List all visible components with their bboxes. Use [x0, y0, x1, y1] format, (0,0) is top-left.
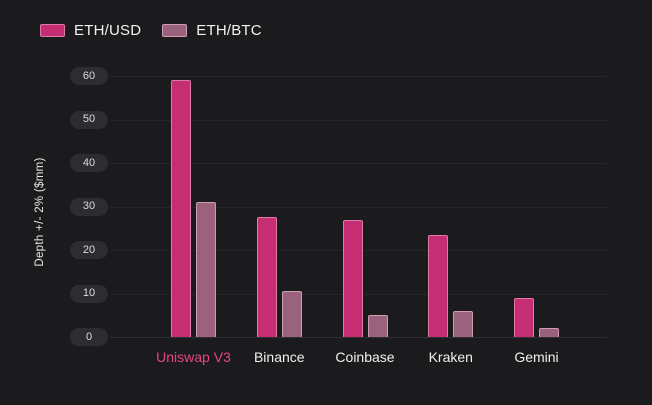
gridline-y-50	[110, 119, 607, 121]
x-axis-label-uniswap-v3: Uniswap V3	[156, 349, 231, 365]
x-axis-label-coinbase: Coinbase	[335, 349, 395, 365]
legend-item-eth-btc: ETH/BTC	[162, 22, 262, 39]
x-axis-label-kraken: Kraken	[428, 349, 473, 365]
bar-eth-btc-uniswap-v3	[196, 202, 216, 337]
bar-eth-btc-coinbase	[367, 315, 388, 337]
legend-label-eth-usd: ETH/USD	[74, 22, 142, 39]
y-tick-label-50: 50	[70, 110, 108, 129]
gridline-y-60	[110, 76, 607, 77]
x-axis-label-binance: Binance	[253, 349, 305, 365]
eth-btc-swatch-icon	[162, 24, 188, 37]
bar-eth-btc-kraken	[453, 310, 474, 337]
legend-item-eth-usd: ETH/USD	[40, 22, 141, 39]
y-tick-label-10: 10	[70, 284, 108, 303]
y-axis-title: Depth +/- 2% ($mm)	[34, 157, 46, 267]
y-tick-label-40: 40	[70, 154, 108, 172]
bar-eth-btc-binance	[281, 291, 302, 337]
gridline-y-30	[110, 206, 607, 208]
legend-label-eth-btc: ETH/BTC	[196, 22, 262, 39]
y-tick-label-20: 20	[70, 241, 108, 259]
x-axis-label-gemini: Gemini	[514, 349, 559, 365]
gridline-y-40	[110, 163, 607, 164]
eth-usd-swatch-icon	[40, 24, 65, 37]
y-tick-label-0: 0	[70, 328, 108, 346]
legend: ETH/USD ETH/BTC	[40, 22, 262, 39]
bar-eth-usd-gemini	[514, 297, 534, 337]
gridline-y-0	[110, 337, 607, 338]
y-tick-label-60: 60	[70, 67, 108, 85]
bar-eth-btc-gemini	[539, 328, 559, 337]
bar-eth-usd-binance	[256, 217, 277, 337]
bar-eth-usd-kraken	[428, 234, 449, 337]
bar-eth-usd-uniswap-v3	[171, 80, 191, 337]
bar-eth-usd-coinbase	[342, 219, 363, 337]
y-tick-label-30: 30	[70, 197, 108, 216]
